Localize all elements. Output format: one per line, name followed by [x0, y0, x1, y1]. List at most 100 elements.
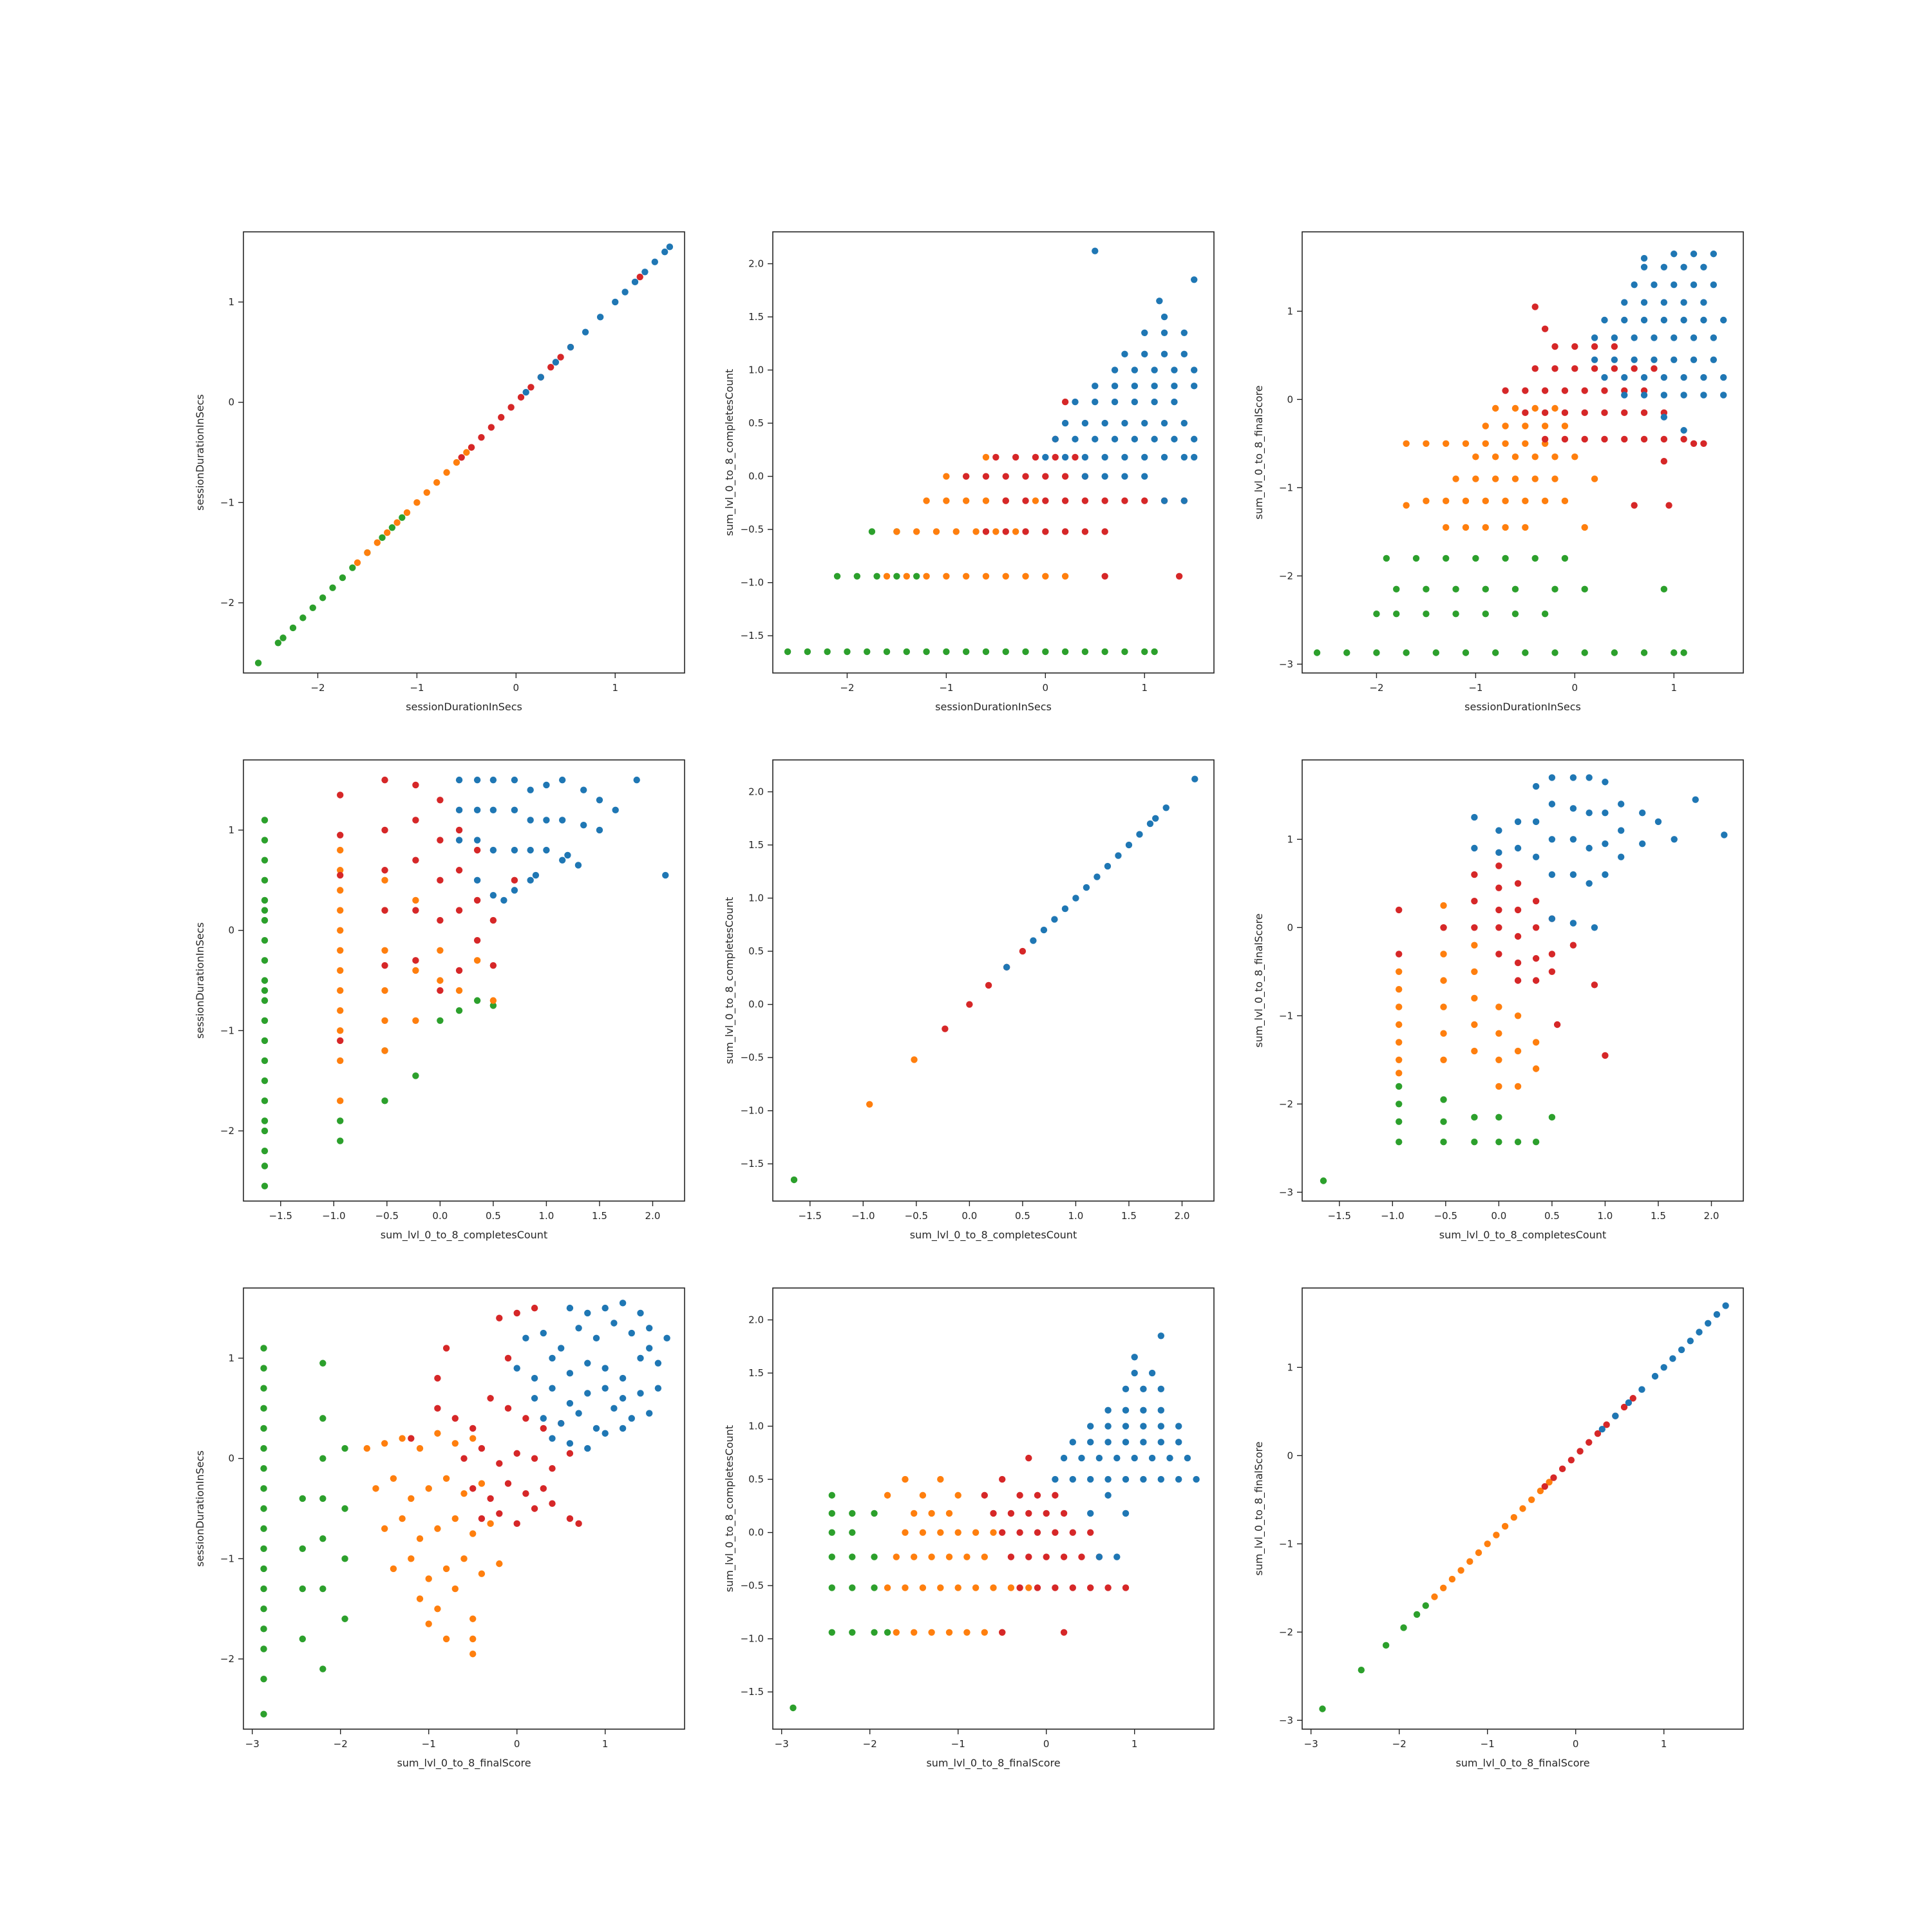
- scatter-point: [1532, 955, 1540, 962]
- scatter-point: [1651, 1372, 1659, 1380]
- scatter-point: [1720, 316, 1727, 324]
- x-tick-label: 2.0: [1175, 1210, 1190, 1222]
- panel-2-2: −1.5 −1.0 −0.5 0.0 0.5 1.0 1.5 2.0 −1.5 −1.0 −0.5 0…: [723, 759, 1215, 1242]
- scatter-point: [911, 1510, 918, 1517]
- scatter-point: [1072, 435, 1079, 443]
- scatter-point: [451, 1585, 459, 1593]
- scatter-point: [1121, 453, 1128, 461]
- scatter-point: [309, 604, 316, 612]
- scatter-point: [1621, 316, 1628, 324]
- y-tick-label: −1.0: [741, 577, 764, 589]
- scatter-point: [1423, 497, 1430, 505]
- scatter-point: [496, 1314, 503, 1321]
- scatter-point: [1423, 611, 1430, 618]
- scatter-point: [1061, 528, 1069, 535]
- y-tick-label: 1.5: [748, 311, 764, 323]
- scatter-point: [1602, 810, 1609, 817]
- scatter-point: [1502, 554, 1509, 562]
- scatter-point: [1541, 497, 1549, 505]
- scatter-point: [1591, 365, 1598, 372]
- scatter-point: [549, 1385, 556, 1392]
- scatter-point: [1671, 251, 1678, 258]
- scatter-point: [442, 1475, 450, 1482]
- x-tick-label: 1.0: [1597, 1210, 1613, 1222]
- y-tick-label: −1: [1279, 482, 1293, 493]
- scatter-point: [1122, 1510, 1130, 1517]
- scatter-point: [1501, 1522, 1509, 1530]
- scatter-point: [1692, 796, 1699, 803]
- panel-3-3: −3 −2 −1 0 1 −3 −2 −1 0 1 sum_lvl_0_to_8_finalScor…: [1253, 1287, 1744, 1770]
- scatter-point: [1383, 554, 1390, 562]
- scatter-point: [473, 896, 481, 904]
- scatter-point: [1396, 1021, 1403, 1028]
- scatter-point: [1621, 409, 1628, 417]
- scatter-point: [1042, 453, 1049, 461]
- scatter-point: [381, 907, 388, 914]
- scatter-point: [1696, 1329, 1703, 1336]
- y-tick-label: 0.0: [748, 471, 764, 482]
- y-tick-label: −1.0: [741, 1105, 764, 1117]
- scatter-point: [641, 269, 649, 276]
- scatter-point: [337, 1097, 344, 1104]
- scatter-point: [1069, 1475, 1077, 1483]
- scatter-point: [1522, 409, 1529, 417]
- scatter-point: [1532, 853, 1540, 860]
- scatter-point: [425, 1620, 432, 1627]
- x-tick-label: −3: [245, 1738, 260, 1750]
- scatter-point: [1022, 528, 1029, 535]
- scatter-point: [1495, 1003, 1502, 1010]
- scatter-point: [1396, 1083, 1403, 1090]
- scatter-point: [349, 564, 356, 571]
- x-tick-label: −1: [939, 682, 953, 694]
- scatter-point: [1581, 649, 1588, 656]
- scatter-point: [580, 786, 587, 793]
- scatter-point: [260, 1710, 267, 1718]
- scatter-point: [566, 1304, 574, 1312]
- scatter-point: [1569, 805, 1577, 812]
- scatter-point: [1122, 1475, 1130, 1483]
- scatter-point: [1561, 554, 1569, 562]
- scatter-point: [575, 1325, 582, 1332]
- scatter-point: [1586, 1439, 1593, 1446]
- scatter-point: [1157, 1423, 1165, 1430]
- scatter-point: [1160, 329, 1168, 337]
- scatter-point: [1180, 419, 1188, 427]
- x-tick-label: −1.0: [851, 1210, 875, 1222]
- scatter-point: [1184, 1454, 1191, 1462]
- scatter-point: [531, 1395, 538, 1402]
- scatter-point: [473, 837, 481, 844]
- scatter-point: [1191, 453, 1198, 461]
- x-axis-label: sum_lvl_0_to_8_completesCount: [381, 1229, 547, 1242]
- y-tick-label: −2: [1279, 570, 1293, 582]
- scatter-point: [954, 1492, 961, 1499]
- scatter-point: [1510, 1514, 1517, 1521]
- scatter-point: [517, 393, 525, 401]
- y-tick-label: 0.0: [748, 1527, 764, 1539]
- scatter-point: [1160, 313, 1168, 321]
- scatter-point: [1002, 528, 1009, 535]
- x-tick-label: 0: [1573, 1738, 1579, 1750]
- scatter-point: [1531, 453, 1539, 460]
- scatter-point: [1002, 648, 1009, 656]
- scatter-point: [1034, 1492, 1041, 1499]
- scatter-point: [1471, 968, 1478, 976]
- scatter-point: [363, 1444, 370, 1452]
- y-axis-label: sum_lvl_0_to_8_completesCount: [723, 369, 736, 536]
- scatter-point: [527, 846, 534, 854]
- scatter-point: [584, 1359, 591, 1367]
- scatter-point: [937, 1475, 944, 1483]
- scatter-point: [1148, 1369, 1156, 1377]
- scatter-point: [1511, 585, 1519, 593]
- scatter-point: [487, 1395, 494, 1402]
- scatter-point: [982, 453, 990, 461]
- scatter-point: [1631, 365, 1638, 372]
- y-tick-label: −2: [220, 1125, 234, 1137]
- scatter-point: [1092, 435, 1099, 443]
- scatter-point: [990, 1584, 997, 1591]
- y-tick-label: 0: [1287, 1450, 1293, 1461]
- scatter-point: [339, 574, 346, 582]
- scatter-point: [601, 1365, 609, 1372]
- scatter-point: [337, 831, 344, 838]
- scatter-point: [261, 1017, 269, 1024]
- scatter-point: [379, 534, 386, 542]
